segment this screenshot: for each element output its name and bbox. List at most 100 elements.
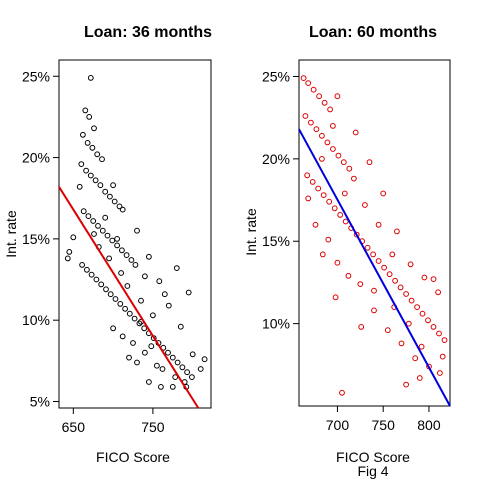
data-point	[430, 276, 437, 283]
data-point	[321, 99, 328, 106]
data-point	[326, 198, 333, 205]
data-point	[128, 257, 135, 263]
data-point	[146, 379, 152, 385]
data-point	[345, 272, 352, 279]
data-point	[103, 286, 109, 293]
data-point	[313, 126, 320, 133]
regression-line	[298, 128, 451, 407]
data-point	[141, 325, 148, 332]
y-tick-label: 25%	[22, 68, 50, 84]
data-point	[126, 310, 133, 317]
data-point	[346, 165, 353, 172]
y-tick-label: 25%	[262, 68, 290, 84]
data-point	[341, 190, 348, 197]
x-axis: 700 750 800	[326, 406, 441, 433]
data-point	[300, 75, 307, 81]
data-point	[305, 80, 312, 86]
data-point	[83, 167, 89, 174]
data-point	[142, 349, 148, 356]
data-point	[370, 251, 377, 258]
data-point	[189, 351, 196, 358]
data-point	[340, 159, 347, 166]
data-point	[375, 221, 382, 228]
data-point	[177, 323, 184, 330]
data-point	[123, 252, 130, 259]
data-point	[173, 265, 180, 272]
data-point	[165, 302, 172, 309]
data-point	[134, 227, 140, 234]
chart-36-months: Loan: 36 months 5% 10% 15% 20% 25% 650 750 FI…	[3, 24, 212, 465]
y-axis: 5% 10% 15% 20% 25%	[22, 68, 59, 409]
data-point	[132, 262, 139, 268]
data-point	[405, 320, 412, 327]
x-axis-label: FICO Score	[336, 449, 410, 465]
data-point	[110, 182, 116, 189]
data-point	[165, 349, 171, 356]
data-point	[305, 195, 312, 202]
data-point	[371, 287, 377, 294]
x-tick-label: 800	[417, 417, 441, 433]
data-point	[93, 276, 100, 283]
y-tick-label: 15%	[22, 231, 50, 247]
data-point	[384, 327, 391, 334]
data-point	[84, 266, 90, 273]
x-tick-label: 700	[326, 417, 350, 433]
data-point	[95, 223, 101, 229]
data-point	[324, 139, 331, 146]
data-point	[302, 113, 309, 119]
data-point	[412, 355, 419, 362]
fit-line	[298, 128, 451, 407]
data-point	[184, 369, 191, 376]
data-point	[146, 253, 152, 260]
data-point	[389, 251, 396, 258]
data-point	[78, 161, 85, 168]
data-point	[319, 132, 325, 139]
data-point	[158, 384, 164, 390]
data-point	[375, 258, 382, 264]
data-point	[392, 277, 399, 284]
data-point	[419, 310, 426, 317]
data-point	[439, 353, 446, 360]
data-point	[110, 325, 116, 332]
data-point	[116, 203, 123, 210]
data-point	[169, 354, 176, 361]
x-tick-label: 750	[372, 417, 396, 433]
data-point	[380, 190, 387, 197]
data-point	[304, 172, 311, 179]
data-point	[352, 129, 359, 136]
data-point	[126, 354, 132, 361]
data-point	[425, 317, 431, 324]
data-point	[154, 362, 160, 369]
data-point	[386, 271, 393, 278]
data-point	[119, 247, 125, 254]
data-point	[111, 198, 118, 205]
data-point	[82, 107, 89, 114]
data-point	[332, 294, 339, 301]
data-point	[416, 375, 423, 381]
data-point	[362, 202, 368, 208]
data-point	[85, 213, 92, 220]
data-point	[76, 183, 83, 190]
y-tick-label: 10%	[262, 316, 290, 332]
data-point	[99, 156, 105, 163]
data-point	[414, 304, 421, 311]
data-point	[441, 337, 448, 344]
data-point	[86, 114, 93, 120]
data-point	[138, 297, 144, 304]
data-point	[316, 93, 323, 100]
data-point	[310, 86, 317, 93]
data-point	[161, 291, 168, 298]
data-point	[397, 284, 404, 291]
data-point	[408, 297, 415, 304]
data-point	[330, 146, 336, 152]
data-point	[398, 340, 405, 347]
data-point	[185, 289, 192, 296]
data-point	[320, 192, 327, 199]
data-point	[117, 301, 124, 307]
data-point	[309, 179, 316, 185]
data-point	[381, 264, 388, 271]
data-point	[80, 131, 86, 138]
y-tick-label: 10%	[22, 312, 50, 328]
data-point	[102, 214, 109, 221]
